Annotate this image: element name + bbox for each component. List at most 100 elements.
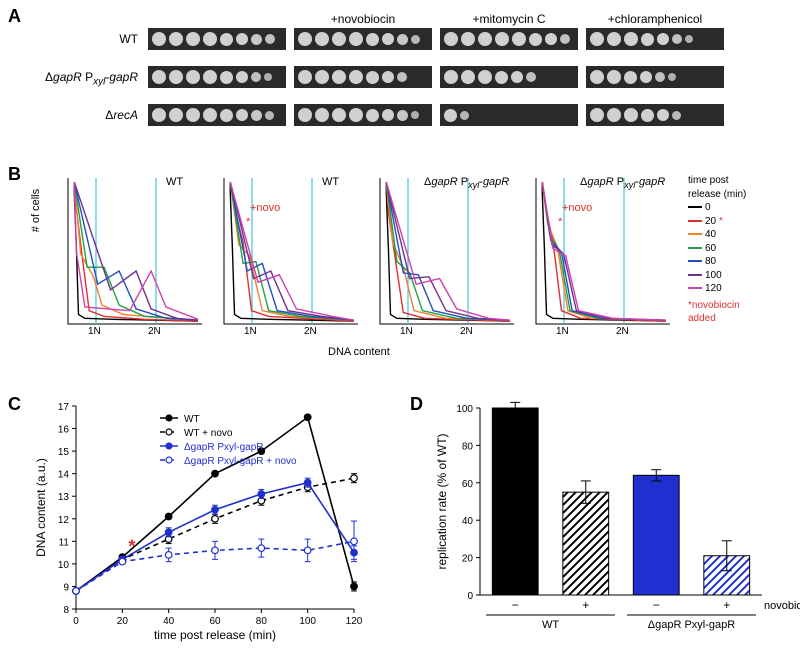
panel-c-label: C xyxy=(8,394,21,415)
colony-spot xyxy=(349,108,363,122)
axis-tick-label: 1N xyxy=(556,326,569,337)
flow-histogram: WT1N2N xyxy=(56,174,206,334)
svg-text:0: 0 xyxy=(73,616,79,627)
svg-text:−: − xyxy=(653,598,660,612)
spot-strip xyxy=(294,104,432,126)
colony-spot xyxy=(478,70,492,84)
colony-spot xyxy=(349,32,363,46)
flow-plot-title: WT xyxy=(322,176,339,188)
panel-c-svg: 891011121314151617020406080100120time po… xyxy=(30,398,360,643)
svg-text:14: 14 xyxy=(58,470,70,481)
colony-spot xyxy=(655,72,665,82)
panel-b-ylabel: # of cells xyxy=(30,189,42,232)
svg-text:20: 20 xyxy=(462,554,474,565)
panel-b-legend: time postrelease (min)020 *406080100120*… xyxy=(688,174,746,326)
colony-spot xyxy=(590,32,604,46)
colony-spot xyxy=(461,70,475,84)
colony-spot xyxy=(315,108,329,122)
colony-spot xyxy=(186,70,200,84)
legend-item: 60 xyxy=(688,242,746,256)
colony-spot xyxy=(366,33,379,46)
colony-spot xyxy=(220,33,233,46)
svg-text:40: 40 xyxy=(163,616,175,627)
colony-spot xyxy=(152,32,166,46)
spot-strip xyxy=(586,28,724,50)
legend-item: 100 xyxy=(688,269,746,283)
panel-b: # of cells WT1N2NWT+novo*1N2NΔgapR Pxyl-… xyxy=(30,168,770,368)
colony-spot xyxy=(251,34,262,45)
colony-spot xyxy=(668,73,676,81)
novo-annotation: +novo xyxy=(562,202,592,214)
svg-text:+: + xyxy=(582,598,589,612)
colony-spot xyxy=(607,32,621,46)
colony-spot xyxy=(169,70,183,84)
svg-text:−: − xyxy=(512,598,519,612)
svg-text:12: 12 xyxy=(58,515,70,526)
panel-b-xlabel: DNA content xyxy=(328,346,390,358)
colony-spot xyxy=(332,108,346,122)
colony-spot xyxy=(186,32,200,46)
treatment-label: +mitomycin C xyxy=(440,12,578,26)
axis-tick-label: 2N xyxy=(616,326,629,337)
svg-text:100: 100 xyxy=(299,616,316,627)
colony-spot xyxy=(186,108,200,122)
svg-text:WT + novo: WT + novo xyxy=(184,428,233,439)
colony-spot xyxy=(590,108,604,122)
legend-item: 20 * xyxy=(688,215,746,229)
svg-text:8: 8 xyxy=(63,605,69,616)
novo-annotation: +novo xyxy=(250,202,280,214)
svg-text:ΔgapR Pxyl-gapR: ΔgapR Pxyl-gapR xyxy=(184,442,264,453)
colony-spot xyxy=(265,111,274,120)
panel-d-label: D xyxy=(410,394,423,415)
panel-d-svg: 020406080100replication rate (% of WT)−+… xyxy=(430,398,770,643)
colony-spot xyxy=(545,33,557,45)
colony-spot xyxy=(251,72,261,82)
colony-spot xyxy=(397,110,408,121)
colony-spot xyxy=(460,111,469,120)
panel-d: 020406080100replication rate (% of WT)−+… xyxy=(430,398,770,643)
legend-item: 0 xyxy=(688,201,746,215)
colony-spot xyxy=(444,70,458,84)
colony-spot xyxy=(640,71,652,83)
colony-spot xyxy=(590,70,604,84)
colony-spot xyxy=(461,32,475,46)
colony-spot xyxy=(495,32,509,46)
strain-label: ΔrecA xyxy=(28,108,138,122)
colony-spot xyxy=(315,32,329,46)
svg-text:ΔgapR Pxyl-gapR: ΔgapR Pxyl-gapR xyxy=(648,619,735,631)
svg-text:16: 16 xyxy=(58,425,70,436)
colony-spot xyxy=(382,71,394,83)
flow-histogram: ΔgapR Pxyl-gapR+novo*1N2N xyxy=(524,174,674,334)
colony-spot xyxy=(672,111,681,120)
colony-spot xyxy=(526,72,536,82)
colony-spot xyxy=(672,34,682,44)
spot-strip xyxy=(294,28,432,50)
spot-strip xyxy=(294,66,432,88)
colony-spot xyxy=(236,33,248,45)
colony-spot xyxy=(203,108,217,122)
colony-spot xyxy=(169,108,183,122)
svg-text:WT: WT xyxy=(542,619,559,631)
colony-spot xyxy=(478,32,492,46)
colony-spot xyxy=(560,34,570,44)
treatment-label: +chloramphenicol xyxy=(586,12,724,26)
svg-text:100: 100 xyxy=(456,404,473,415)
flow-histogram: ΔgapR Pxyl-gapR1N2N xyxy=(368,174,518,334)
colony-spot xyxy=(220,71,233,84)
colony-spot xyxy=(349,70,363,84)
colony-spot xyxy=(236,71,248,83)
panel-c: 891011121314151617020406080100120time po… xyxy=(30,398,360,643)
colony-spot xyxy=(332,32,346,46)
svg-text:13: 13 xyxy=(58,492,70,503)
novo-star: * xyxy=(558,216,562,228)
colony-spot xyxy=(641,33,654,46)
svg-text:WT: WT xyxy=(184,414,200,425)
treatment-label: +novobiocin xyxy=(294,12,432,26)
legend-title: time postrelease (min) xyxy=(688,174,746,201)
colony-spot xyxy=(397,72,407,82)
axis-tick-label: 1N xyxy=(400,326,413,337)
colony-spot xyxy=(366,109,379,122)
spot-strip xyxy=(148,104,286,126)
spot-strip xyxy=(586,66,724,88)
svg-text:20: 20 xyxy=(117,616,129,627)
